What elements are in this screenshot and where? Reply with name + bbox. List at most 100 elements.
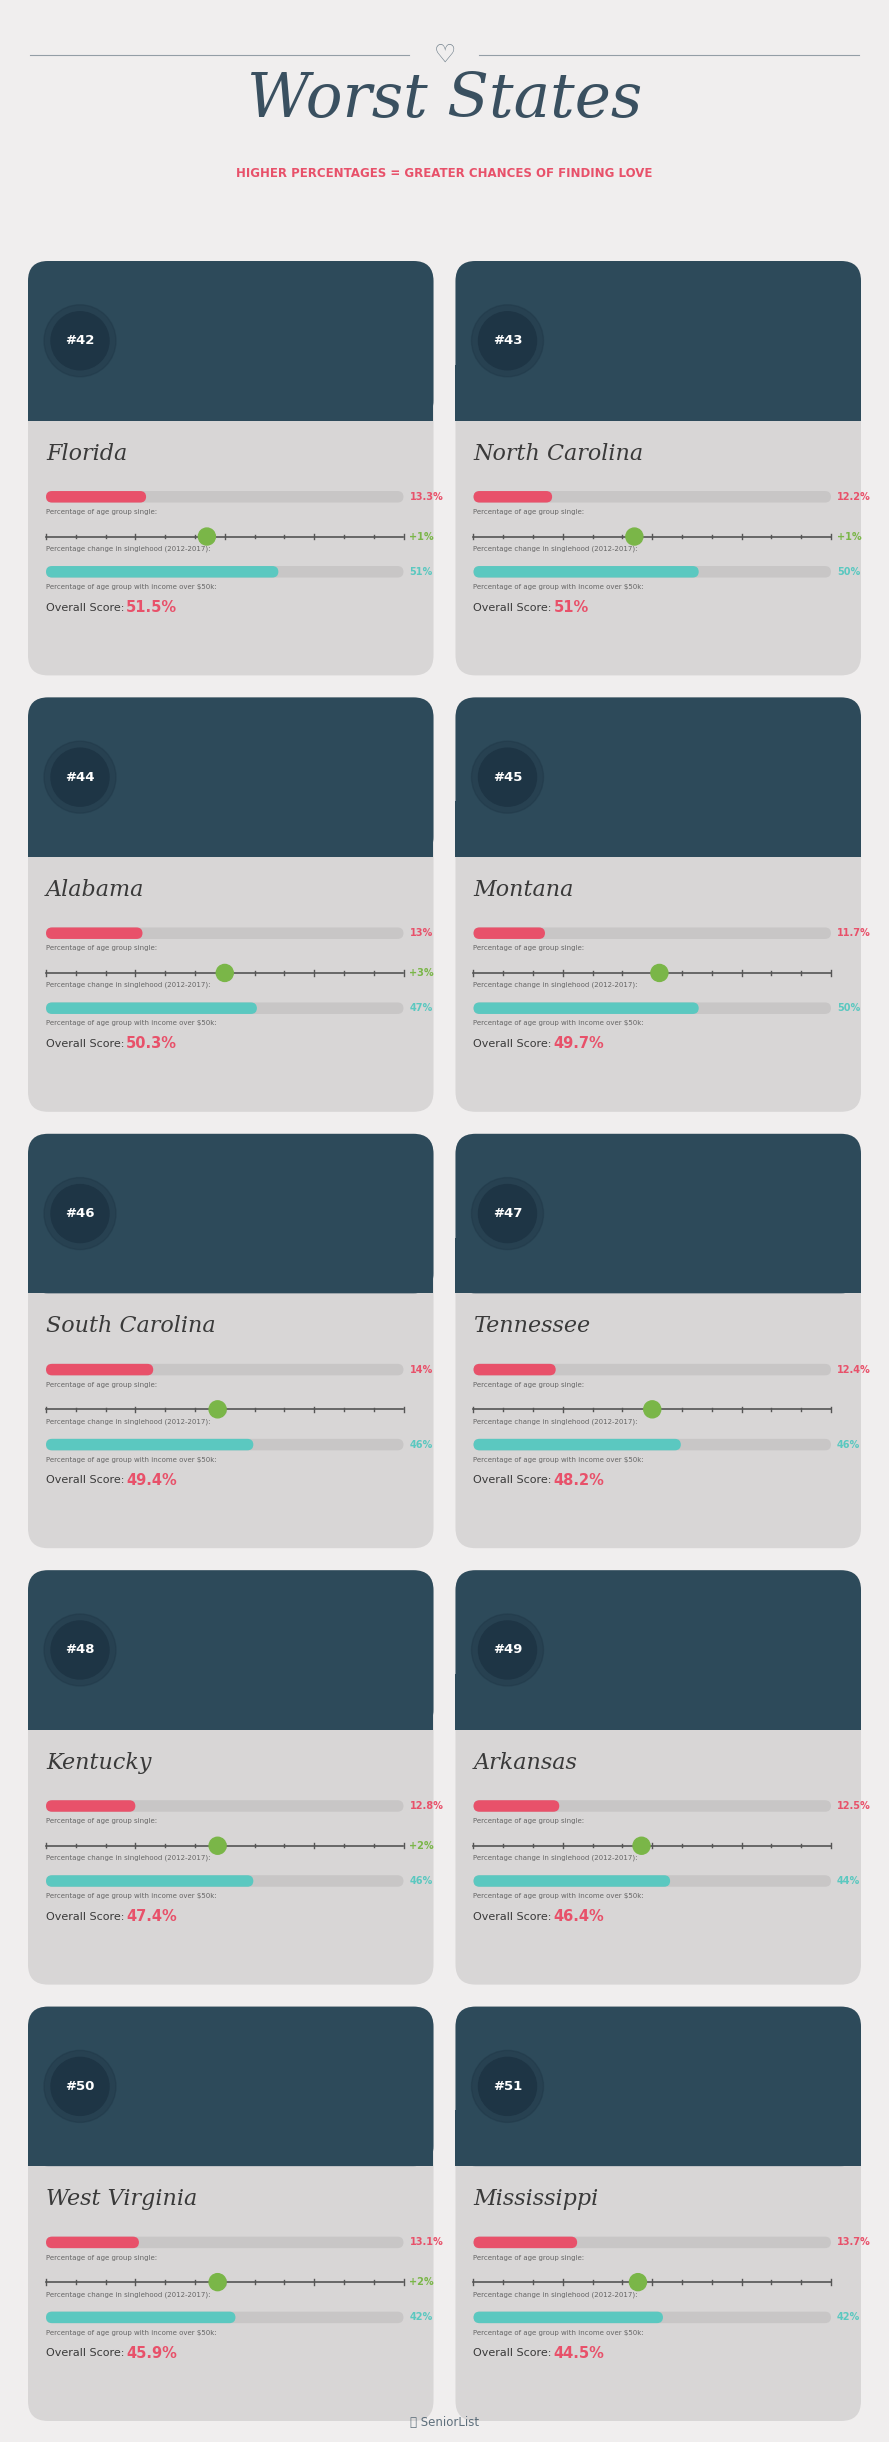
- Circle shape: [44, 2051, 116, 2122]
- Text: West Virginia: West Virginia: [46, 2188, 197, 2210]
- Text: Percentage of age group single:: Percentage of age group single:: [474, 1819, 585, 1824]
- Circle shape: [44, 305, 116, 376]
- Text: Percentage of age group single:: Percentage of age group single:: [474, 945, 585, 952]
- Text: +1%: +1%: [837, 532, 861, 542]
- Text: Overall Score:: Overall Score:: [474, 2349, 552, 2359]
- Text: 42%: 42%: [837, 2313, 861, 2322]
- Text: Montana: Montana: [474, 879, 574, 901]
- FancyBboxPatch shape: [474, 928, 545, 938]
- Text: ♡: ♡: [433, 44, 456, 66]
- Circle shape: [51, 1621, 109, 1680]
- Bar: [28, 364, 434, 420]
- Text: 46.4%: 46.4%: [554, 1910, 605, 1924]
- Text: Percentage of age group with income over $50k:: Percentage of age group with income over…: [46, 2330, 217, 2335]
- FancyBboxPatch shape: [474, 1800, 831, 1812]
- Text: 11.7%: 11.7%: [837, 928, 870, 938]
- FancyBboxPatch shape: [474, 1438, 681, 1451]
- Bar: [455, 2110, 861, 2166]
- Circle shape: [44, 1177, 116, 1250]
- FancyBboxPatch shape: [28, 1133, 434, 1548]
- Text: Percentage change in singlehood (2012-2017):: Percentage change in singlehood (2012-20…: [46, 2291, 211, 2298]
- FancyBboxPatch shape: [455, 698, 861, 857]
- FancyBboxPatch shape: [46, 2237, 139, 2249]
- Text: +1%: +1%: [410, 532, 434, 542]
- Circle shape: [644, 1402, 661, 1419]
- Bar: [28, 2110, 434, 2166]
- Text: Percentage change in singlehood (2012-2017):: Percentage change in singlehood (2012-20…: [474, 1856, 638, 1861]
- Text: #50: #50: [65, 2081, 95, 2093]
- Circle shape: [471, 305, 543, 376]
- FancyBboxPatch shape: [474, 567, 831, 579]
- Text: 46%: 46%: [410, 1875, 433, 1885]
- FancyBboxPatch shape: [28, 698, 434, 1111]
- Text: 13%: 13%: [410, 928, 433, 938]
- Circle shape: [651, 965, 668, 982]
- Text: Percentage of age group with income over $50k:: Percentage of age group with income over…: [474, 1021, 645, 1026]
- FancyBboxPatch shape: [455, 2007, 861, 2420]
- FancyBboxPatch shape: [474, 1875, 831, 1888]
- FancyBboxPatch shape: [455, 698, 861, 1111]
- Circle shape: [471, 2051, 543, 2122]
- Text: 13.3%: 13.3%: [410, 491, 444, 501]
- Text: Percentage of age group single:: Percentage of age group single:: [474, 508, 585, 515]
- Text: Percentage of age group single:: Percentage of age group single:: [474, 1382, 585, 1387]
- FancyBboxPatch shape: [46, 1004, 404, 1013]
- Circle shape: [198, 527, 215, 545]
- Text: Percentage of age group single:: Percentage of age group single:: [46, 508, 157, 515]
- Text: Tennessee: Tennessee: [474, 1316, 590, 1338]
- FancyBboxPatch shape: [46, 2237, 404, 2249]
- Text: 44.5%: 44.5%: [554, 2347, 605, 2361]
- Text: Percentage of age group with income over $50k:: Percentage of age group with income over…: [474, 1458, 645, 1463]
- Circle shape: [51, 747, 109, 806]
- Text: 50%: 50%: [837, 567, 861, 576]
- Text: Kentucky: Kentucky: [46, 1751, 151, 1773]
- Text: South Carolina: South Carolina: [46, 1316, 216, 1338]
- Text: 42%: 42%: [410, 2313, 433, 2322]
- FancyBboxPatch shape: [474, 928, 831, 938]
- FancyBboxPatch shape: [455, 261, 861, 676]
- Text: Percentage change in singlehood (2012-2017):: Percentage change in singlehood (2012-20…: [474, 545, 638, 552]
- FancyBboxPatch shape: [474, 491, 831, 503]
- Text: 50.3%: 50.3%: [126, 1035, 177, 1053]
- Text: Percentage of age group with income over $50k:: Percentage of age group with income over…: [474, 1893, 645, 1900]
- Text: 51%: 51%: [410, 567, 433, 576]
- Circle shape: [478, 747, 536, 806]
- FancyBboxPatch shape: [46, 2313, 404, 2322]
- Circle shape: [626, 527, 643, 545]
- Circle shape: [51, 1184, 109, 1243]
- Text: 49.4%: 49.4%: [126, 1473, 177, 1487]
- Circle shape: [51, 313, 109, 369]
- FancyBboxPatch shape: [28, 261, 434, 676]
- Circle shape: [209, 1836, 226, 1853]
- Text: Percentage change in singlehood (2012-2017):: Percentage change in singlehood (2012-20…: [46, 982, 211, 989]
- FancyBboxPatch shape: [46, 567, 278, 579]
- Circle shape: [478, 1621, 536, 1680]
- Text: #44: #44: [65, 772, 95, 784]
- FancyBboxPatch shape: [46, 2313, 236, 2322]
- Text: Percentage change in singlehood (2012-2017):: Percentage change in singlehood (2012-20…: [474, 2291, 638, 2298]
- FancyBboxPatch shape: [28, 261, 434, 420]
- FancyBboxPatch shape: [46, 1800, 404, 1812]
- FancyBboxPatch shape: [474, 567, 699, 579]
- Text: 50%: 50%: [837, 1004, 861, 1013]
- FancyBboxPatch shape: [28, 2007, 434, 2166]
- Bar: [28, 1238, 434, 1294]
- Text: Percentage change in singlehood (2012-2017):: Percentage change in singlehood (2012-20…: [46, 1856, 211, 1861]
- Text: Overall Score:: Overall Score:: [46, 2349, 124, 2359]
- FancyBboxPatch shape: [474, 491, 552, 503]
- Circle shape: [471, 1614, 543, 1685]
- Circle shape: [209, 1402, 226, 1419]
- Text: Percentage of age group with income over $50k:: Percentage of age group with income over…: [46, 1021, 217, 1026]
- Text: 45.9%: 45.9%: [126, 2347, 177, 2361]
- Text: Percentage of age group single:: Percentage of age group single:: [46, 1819, 157, 1824]
- Text: 12.4%: 12.4%: [837, 1365, 870, 1375]
- Text: Percentage of age group with income over $50k:: Percentage of age group with income over…: [474, 584, 645, 591]
- Circle shape: [478, 313, 536, 369]
- FancyBboxPatch shape: [474, 1004, 831, 1013]
- FancyBboxPatch shape: [455, 1570, 861, 1729]
- Circle shape: [629, 2274, 646, 2291]
- Text: 📋 SeniorList: 📋 SeniorList: [410, 2415, 479, 2427]
- FancyBboxPatch shape: [46, 1004, 257, 1013]
- FancyBboxPatch shape: [46, 1875, 253, 1888]
- Text: Percentage of age group single:: Percentage of age group single:: [46, 2254, 157, 2261]
